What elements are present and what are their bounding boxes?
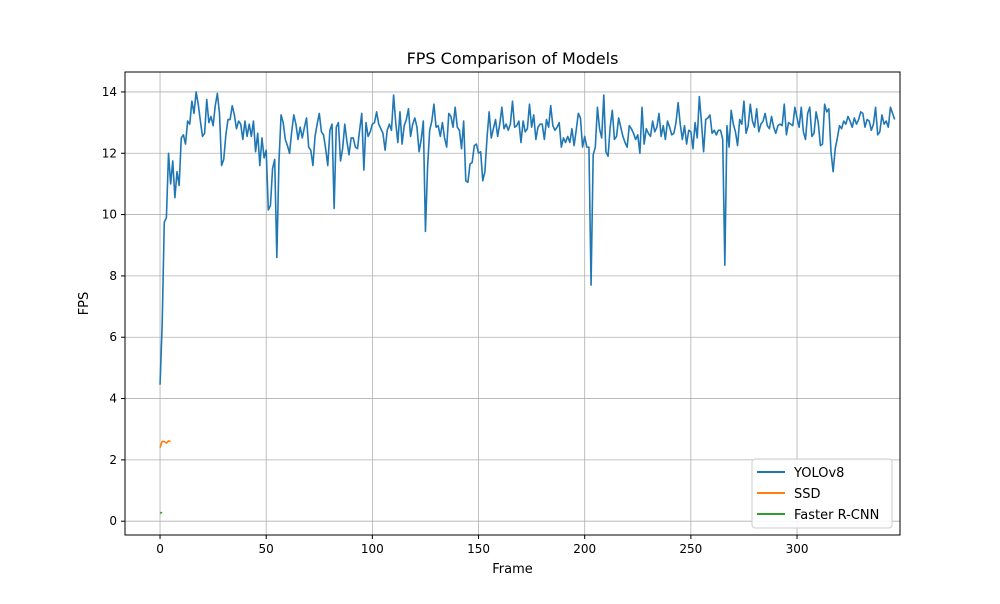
series-line-ssd (159, 440, 171, 448)
y-tick-label: 0 (109, 514, 117, 528)
y-tick-label: 8 (109, 269, 117, 283)
y-tick-label: 4 (109, 392, 117, 406)
y-tick-label: 2 (109, 453, 117, 467)
x-tick-label: 0 (156, 542, 164, 556)
series-line-faster-r-cnn (159, 511, 163, 514)
axis-ticks: 0 50 100 150 200 250 300 0 2 4 6 8 10 12 14 (102, 85, 809, 556)
grid (125, 72, 900, 535)
series-lines (159, 91, 896, 514)
chart-title: FPS Comparison of Models (407, 49, 619, 68)
axes-frame (124, 71, 901, 536)
legend-label: Faster R-CNN (794, 508, 879, 523)
legend-label: YOLOv8 (793, 466, 844, 481)
y-axis-label: FPS (77, 292, 92, 316)
y-tick-label: 6 (109, 330, 117, 344)
y-tick-label: 12 (102, 146, 117, 160)
legend-box (751, 458, 893, 529)
x-tick-label: 200 (573, 542, 596, 556)
x-tick-label: 300 (786, 542, 809, 556)
y-tick-label: 14 (102, 85, 117, 99)
x-axis-label: Frame (492, 562, 533, 577)
series-line-yolov8 (159, 91, 896, 385)
x-tick-label: 50 (259, 542, 274, 556)
x-tick-label: 250 (679, 542, 702, 556)
x-tick-label: 150 (467, 542, 490, 556)
legend-label: SSD (794, 487, 821, 502)
y-tick-label: 10 (102, 208, 117, 222)
legend: YOLOv8 SSD Faster R-CNN (751, 458, 893, 529)
x-tick-label: 100 (361, 542, 384, 556)
